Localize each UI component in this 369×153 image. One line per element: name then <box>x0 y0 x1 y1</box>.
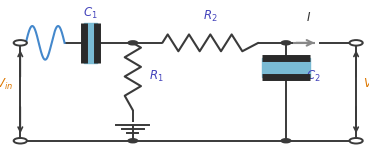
Text: $V_{out}$: $V_{out}$ <box>363 77 369 92</box>
Text: $V_{in}$: $V_{in}$ <box>0 77 13 92</box>
Circle shape <box>14 40 27 46</box>
Text: $I$: $I$ <box>306 11 311 24</box>
Circle shape <box>14 138 27 144</box>
Circle shape <box>128 41 138 45</box>
Text: $R_1$: $R_1$ <box>149 69 164 84</box>
Circle shape <box>281 139 291 143</box>
Circle shape <box>281 41 291 45</box>
Text: $C_2$: $C_2$ <box>306 69 321 84</box>
Circle shape <box>349 40 363 46</box>
Circle shape <box>349 138 363 144</box>
Text: $C_1$: $C_1$ <box>83 6 98 21</box>
Circle shape <box>128 139 138 143</box>
Text: $R_2$: $R_2$ <box>203 9 218 24</box>
